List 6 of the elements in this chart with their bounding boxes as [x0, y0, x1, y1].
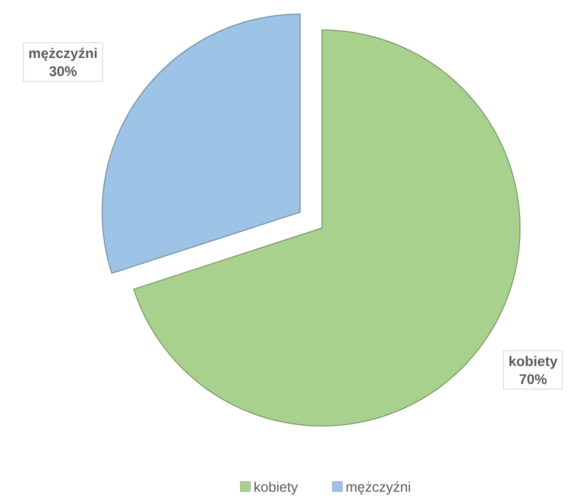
slice-label: mężczyźni [29, 48, 97, 61]
data-label: 70% [520, 374, 547, 384]
data-label: 30% [49, 66, 77, 76]
legend-label: kobiety [254, 482, 298, 495]
slice-label: kobiety [509, 356, 558, 369]
legend-label: mężczyźni [346, 481, 410, 495]
